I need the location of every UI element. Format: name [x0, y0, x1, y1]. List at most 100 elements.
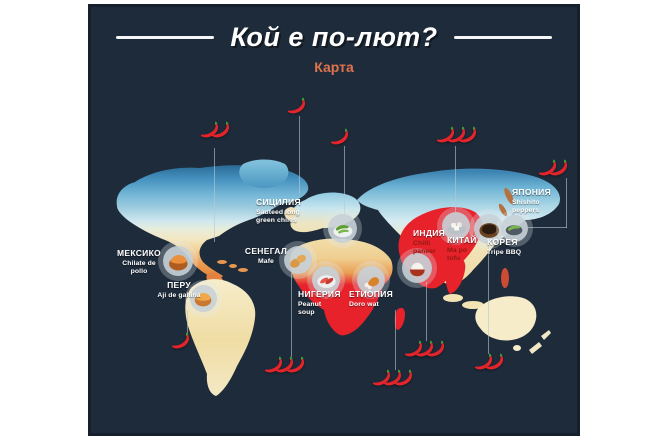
dish-name: Aji de gallina	[157, 291, 201, 299]
leader-line	[455, 146, 456, 212]
location-senegal: СЕНЕГАЛ Mafe	[238, 246, 294, 266]
peanut-icon	[289, 254, 306, 268]
country-name: ИНДИЯ	[413, 228, 446, 238]
chicken-drumstick-icon	[364, 276, 379, 289]
chili-icon	[200, 121, 219, 138]
chili-group-india	[404, 339, 447, 360]
location-korea: КОРЕЯ Tripe BBQ	[487, 237, 527, 257]
header: Кой е по-лют?	[88, 22, 580, 53]
country-name: СИЦИЛИЯ	[256, 197, 301, 207]
dark-bowl-icon	[479, 222, 499, 238]
dish-name: Peanut soup	[298, 300, 322, 316]
chili-icon	[171, 332, 190, 349]
islands-japan	[504, 187, 514, 205]
chili-icon	[436, 126, 455, 143]
dish-badge-korea	[474, 214, 504, 244]
dish-badge-senegal	[284, 246, 312, 274]
rice-bowl-icon	[409, 262, 425, 276]
continent-australia	[475, 296, 537, 341]
chili-icon	[404, 340, 423, 357]
chili-group-japan	[538, 158, 570, 179]
country-name: ЯПОНИЯ	[512, 187, 551, 197]
chili-icon	[383, 369, 402, 386]
islands-indonesia	[462, 301, 484, 309]
dish-name: Mafe	[258, 257, 274, 265]
green-chiles-plate-icon	[332, 224, 352, 237]
leader-line	[426, 282, 427, 341]
chili-icon	[275, 356, 294, 373]
chili-group-europe	[330, 127, 351, 148]
dish-badge-sicily	[328, 214, 357, 243]
chili-group-southern-africa	[372, 368, 415, 389]
continent-africa	[289, 238, 393, 336]
chili-group-central-asia	[436, 125, 479, 146]
chili-icon	[426, 340, 445, 357]
dish-badge-japan	[501, 215, 528, 242]
dish-badge-ethiopia	[357, 266, 385, 294]
leader-line	[187, 310, 188, 334]
chili-icon	[458, 126, 477, 143]
chili-icon	[447, 126, 466, 143]
location-china: КИТАЙ Ma po tofu	[447, 235, 483, 262]
islands-philippines	[501, 268, 509, 288]
location-india: ИНДИЯ Chilli paneer	[413, 228, 453, 255]
stew-pot-icon	[168, 254, 188, 271]
island-tasmania	[513, 345, 521, 351]
chili-icon	[287, 97, 306, 114]
page-title: Кой е по-лют?	[230, 22, 438, 52]
country-name: ЕТИОПИЯ	[349, 289, 394, 299]
dish-name: Doro wat	[349, 300, 379, 308]
chili-icon	[415, 340, 434, 357]
leader-line	[291, 272, 292, 357]
dish-badge-nigeria	[312, 266, 340, 294]
islands-caribbean	[238, 268, 248, 272]
leader-line	[395, 310, 396, 370]
islands-japan	[498, 203, 508, 217]
red-peppers-plate-icon	[316, 274, 336, 288]
tofu-plate-icon	[446, 221, 466, 235]
page-subtitle: Карта	[314, 59, 354, 75]
island-britain	[284, 207, 297, 220]
country-name: НИГЕРИЯ	[298, 289, 341, 299]
chili-icon	[549, 159, 568, 176]
country-name: МЕКСИКО	[117, 248, 161, 258]
continent-north-america	[116, 165, 309, 280]
leader-line	[344, 146, 345, 216]
location-japan: ЯПОНИЯ Shishito peppers	[512, 187, 554, 214]
chili-icon	[372, 369, 391, 386]
leader-line	[299, 116, 300, 194]
chili-icon	[394, 369, 413, 386]
chili-group-west-africa	[264, 355, 307, 376]
dish-name: Sauteed long green chiles	[256, 208, 300, 224]
leader-line	[488, 246, 489, 354]
stew-bowl-icon	[195, 293, 212, 307]
chili-icon	[538, 159, 557, 176]
islands-new-zealand	[529, 342, 542, 354]
dish-name: Ma po tofu	[447, 246, 468, 262]
location-peru: ПЕРУ Aji de gallina	[146, 280, 212, 300]
chili-group-north-atlantic	[287, 96, 308, 117]
location-sicily: СИЦИЛИЯ Sauteed long green chiles	[256, 197, 320, 224]
islands-caribbean	[229, 264, 237, 268]
country-name: КИТАЙ	[447, 235, 477, 245]
island-greenland	[239, 159, 289, 188]
country-name: ПЕРУ	[167, 280, 191, 290]
chili-group-north-america	[200, 120, 232, 141]
location-ethiopia: ЕТИОПИЯ Doro wat	[349, 289, 401, 309]
region-indochina-hot	[445, 256, 466, 294]
leader-line	[214, 148, 215, 242]
dish-badge-china	[442, 212, 470, 240]
dish-name: Chilli paneer	[413, 239, 436, 255]
dish-name: Chilate de pollo	[122, 259, 156, 275]
dish-badge-peru	[190, 285, 217, 312]
shishito-plate-icon	[506, 225, 523, 236]
chili-icon	[330, 128, 349, 145]
leader-line	[528, 227, 567, 228]
chili-icon	[211, 121, 230, 138]
islands-caribbean	[217, 260, 227, 264]
islands-new-zealand	[541, 330, 551, 340]
dish-name: Tripe BBQ	[487, 248, 522, 256]
dish-badge-india	[402, 253, 432, 283]
island-madagascar	[394, 307, 405, 330]
